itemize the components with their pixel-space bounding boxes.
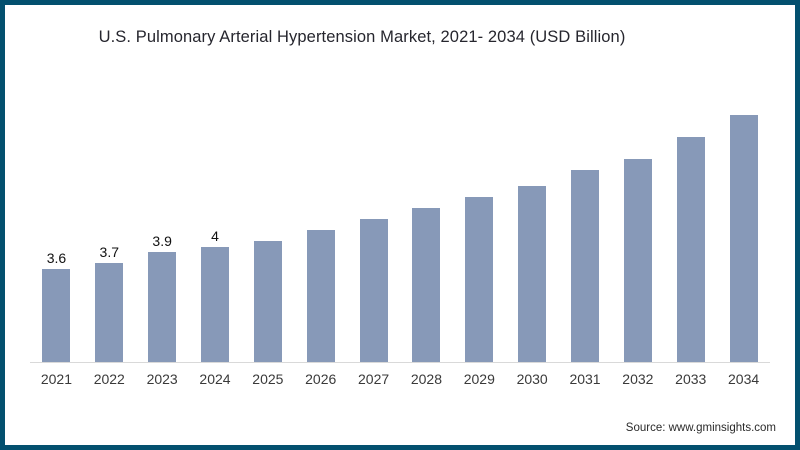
bar-value-label: 3.6 [46, 249, 67, 266]
bar [676, 136, 705, 362]
x-tick-label: 2027 [358, 371, 390, 387]
bar-column [664, 136, 717, 362]
bar-column [506, 186, 559, 362]
bar [359, 219, 388, 362]
x-tick-label: 2026 [305, 371, 337, 387]
bar [148, 252, 177, 362]
source-credit: Source: www.gminsights.com [625, 422, 776, 434]
bar [518, 186, 547, 362]
x-tick-label: 2034 [728, 371, 760, 387]
bar-value-label: 3.9 [152, 233, 172, 249]
bar-column [347, 219, 400, 362]
x-tick-label: 2021 [40, 371, 72, 387]
x-tick-label: 2033 [675, 371, 707, 387]
bar-column [294, 230, 347, 362]
bar-column [400, 208, 453, 362]
bar [465, 197, 494, 362]
x-tick-label: 2029 [463, 371, 495, 387]
bar [729, 114, 758, 362]
bars: 3.6 3.7 3.9 4 [30, 90, 770, 362]
bar-column [241, 241, 294, 362]
x-tick-label: 2022 [93, 371, 125, 387]
bar [412, 208, 441, 362]
bar-value-label: 3.7 [99, 244, 120, 260]
bar-column: 3.7 [83, 245, 136, 362]
chart-title: U.S. Pulmonary Arterial Hypertension Mar… [98, 28, 626, 46]
bar [571, 169, 600, 362]
bar-column [453, 197, 506, 362]
bar-column: 3.6 [30, 249, 83, 362]
bar-column [611, 158, 664, 362]
bar [253, 241, 282, 362]
x-tick-label: 2025 [252, 371, 284, 387]
x-tick-label: 2032 [622, 371, 654, 387]
bar [95, 263, 124, 362]
bar-column: 3.9 [136, 234, 189, 362]
x-tick-label: 2028 [410, 371, 443, 387]
plot-area: 3.6 3.7 3.9 4 [30, 90, 770, 363]
bar-column [717, 114, 770, 362]
x-tick-label: 2023 [146, 371, 178, 387]
bar [623, 158, 652, 362]
bar [42, 268, 71, 362]
bar-column [559, 169, 612, 362]
bar-column: 4 [189, 227, 242, 362]
x-axis: 2021 2022 2023 2024 2025 2026 2027 2028 2029 2030… [30, 371, 770, 387]
x-tick-label: 2030 [516, 371, 548, 387]
x-tick-label: 2024 [199, 371, 231, 387]
bar [306, 230, 335, 362]
bar [201, 246, 229, 362]
bar-value-label: 4 [211, 227, 219, 244]
x-tick-label: 2031 [569, 371, 601, 387]
